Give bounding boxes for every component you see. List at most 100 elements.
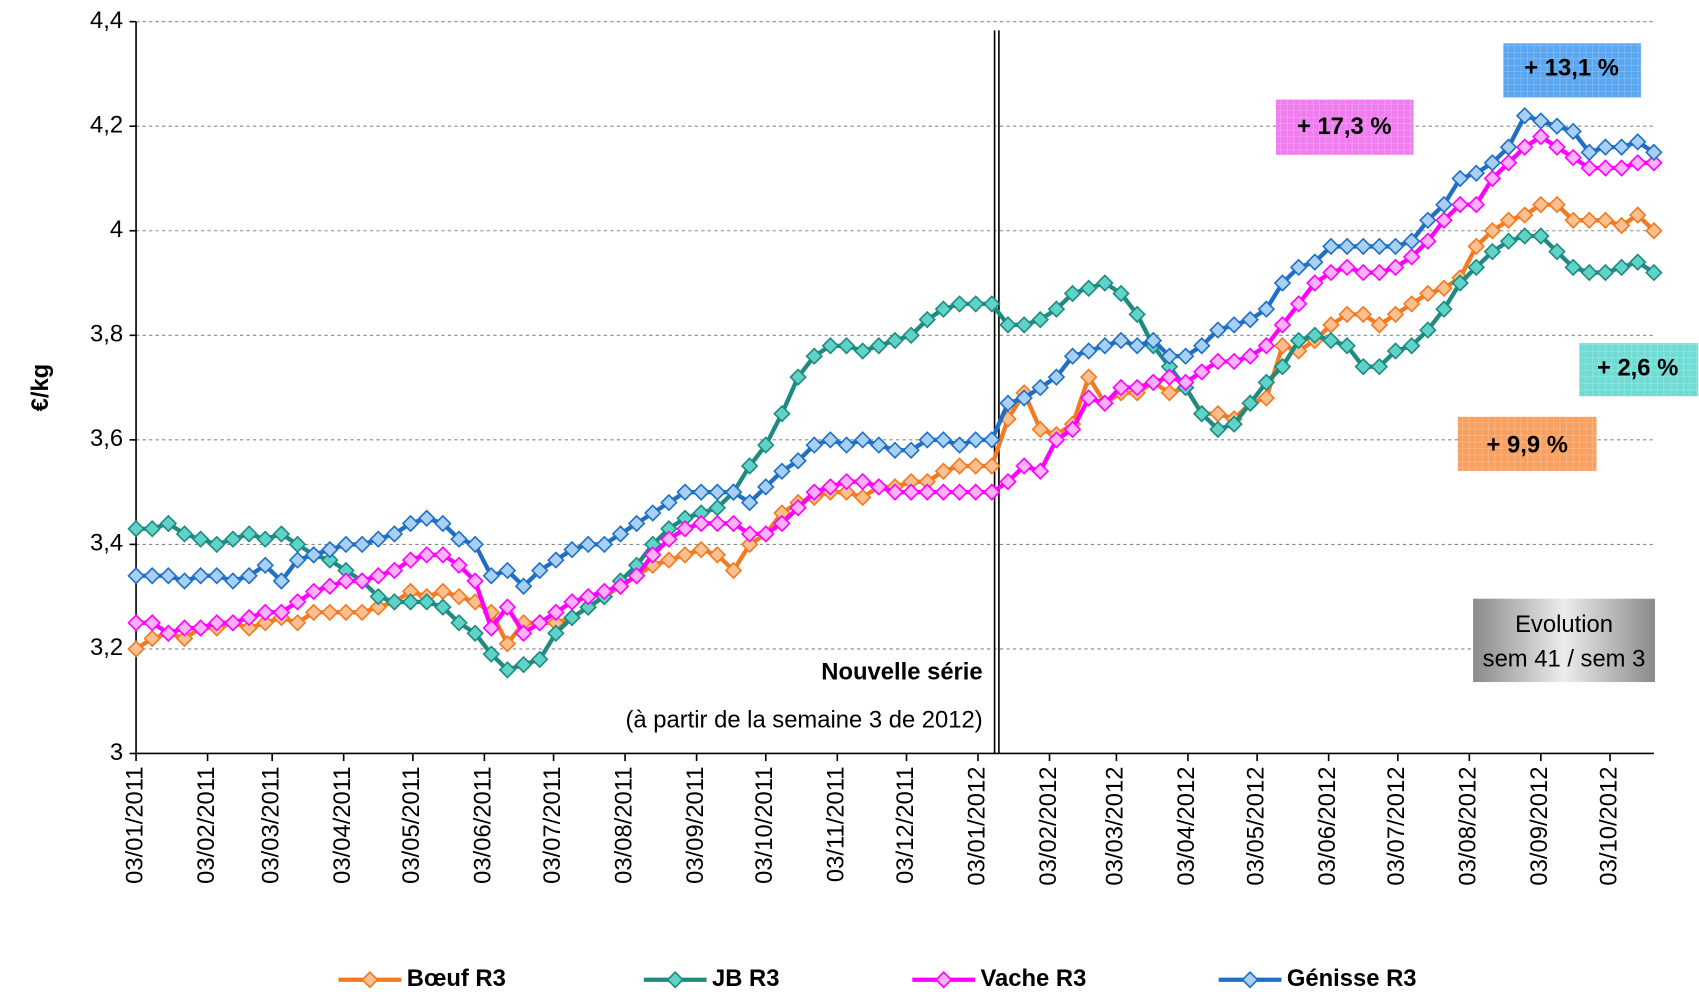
point xyxy=(1451,274,1469,292)
point xyxy=(1031,310,1050,329)
point xyxy=(1370,357,1389,376)
point xyxy=(1144,331,1163,350)
point xyxy=(708,546,727,564)
point xyxy=(208,567,226,585)
x-tick-label: 03/06/2012 xyxy=(1314,766,1341,885)
point xyxy=(498,634,517,653)
point xyxy=(482,567,501,585)
point xyxy=(1225,352,1243,371)
x-tick-label: 03/11/2011 xyxy=(823,766,850,882)
x-tick-label: 03/04/2011 xyxy=(329,766,356,883)
point xyxy=(127,567,145,585)
point xyxy=(1273,316,1292,334)
point xyxy=(288,551,307,569)
point xyxy=(191,530,210,548)
point xyxy=(369,567,387,585)
y-tick-label: 3,4 xyxy=(90,530,123,557)
point xyxy=(1338,305,1356,324)
point xyxy=(1515,107,1534,125)
point xyxy=(1160,384,1179,402)
point xyxy=(789,499,807,517)
point xyxy=(1128,305,1146,324)
y-tick-label: 3,6 xyxy=(90,425,123,452)
point xyxy=(434,514,452,533)
point xyxy=(934,462,953,480)
point xyxy=(1128,337,1146,355)
x-tick-label: 03/06/2011 xyxy=(470,766,497,883)
point xyxy=(660,551,678,569)
legend-label: Bœuf R3 xyxy=(407,965,506,992)
point xyxy=(304,582,323,601)
point xyxy=(1128,378,1146,397)
point xyxy=(321,540,339,559)
point xyxy=(1063,420,1082,439)
point xyxy=(1047,368,1066,386)
point xyxy=(1596,211,1615,230)
point xyxy=(1386,305,1405,324)
point xyxy=(740,493,759,512)
point xyxy=(1080,342,1098,360)
point xyxy=(450,587,468,606)
point xyxy=(1354,357,1372,376)
x-tick-label: 03/08/2012 xyxy=(1455,766,1482,885)
point xyxy=(644,546,662,564)
legend-label: Génisse R3 xyxy=(1287,965,1417,992)
point xyxy=(595,582,614,601)
point xyxy=(934,300,953,318)
point xyxy=(385,593,404,611)
point xyxy=(434,598,452,616)
point xyxy=(724,514,743,533)
point xyxy=(256,530,274,548)
point xyxy=(498,561,517,580)
x-tick-label: 03/07/2012 xyxy=(1383,766,1410,885)
annotation: + 9,9 % xyxy=(1487,431,1568,458)
point xyxy=(1209,420,1227,439)
point xyxy=(579,598,597,616)
point xyxy=(902,483,920,501)
point xyxy=(740,457,759,475)
point xyxy=(498,598,517,616)
point xyxy=(1063,347,1082,365)
point xyxy=(208,535,226,554)
point xyxy=(950,436,969,454)
point xyxy=(870,478,888,496)
point xyxy=(837,337,856,355)
point xyxy=(337,535,355,554)
legend-marker xyxy=(666,971,684,989)
point xyxy=(353,603,371,622)
point xyxy=(547,551,565,569)
point xyxy=(1322,237,1340,256)
point xyxy=(1273,357,1292,376)
point xyxy=(1273,274,1292,292)
point xyxy=(1193,363,1211,381)
point xyxy=(789,452,807,470)
point xyxy=(466,535,484,554)
point xyxy=(240,619,258,637)
point xyxy=(1176,373,1195,392)
point xyxy=(1031,420,1050,439)
point xyxy=(983,431,1001,449)
point xyxy=(224,530,242,548)
point xyxy=(870,436,888,454)
point xyxy=(1419,284,1437,303)
point xyxy=(1144,373,1163,392)
point xyxy=(902,441,920,460)
point xyxy=(175,629,194,648)
point xyxy=(240,525,258,543)
point xyxy=(547,603,565,622)
point xyxy=(143,614,161,632)
point xyxy=(1532,227,1550,245)
point xyxy=(1612,138,1631,156)
point xyxy=(757,525,775,543)
annotation-hatch xyxy=(1579,343,1699,397)
point xyxy=(224,614,242,632)
point xyxy=(1645,143,1663,162)
point xyxy=(1031,462,1050,480)
point xyxy=(563,540,581,559)
point xyxy=(853,472,872,491)
point xyxy=(482,645,501,663)
point xyxy=(1612,216,1631,235)
x-tick-label: 03/04/2012 xyxy=(1173,766,1200,885)
point xyxy=(531,650,549,669)
